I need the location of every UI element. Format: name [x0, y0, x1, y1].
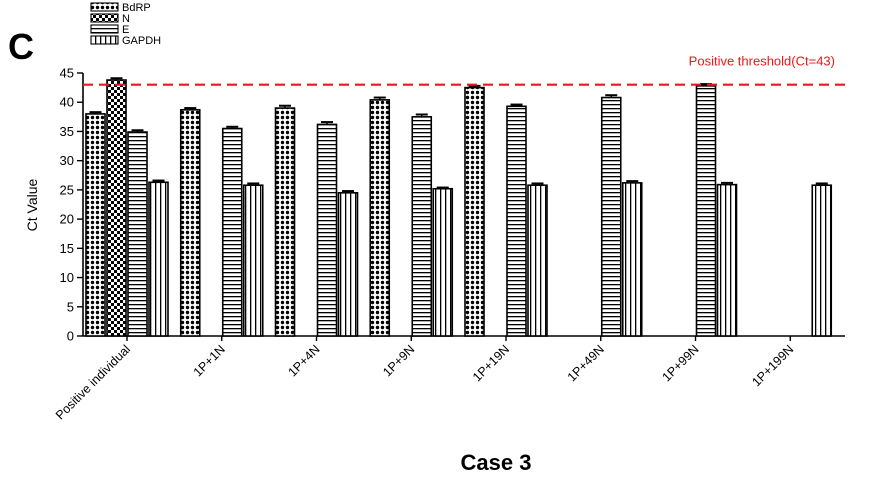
- y-tick-label: 25: [60, 182, 74, 197]
- bar-e-1: [221, 127, 243, 337]
- legend-swatch-bdrp: [90, 2, 119, 12]
- x-tick-label: 1P+199N: [749, 342, 796, 389]
- y-tick-label: 10: [60, 270, 74, 285]
- bar-e-3: [411, 116, 433, 337]
- y-tick-label: 5: [67, 299, 74, 314]
- x-tick-label: 1P+99N: [660, 342, 702, 384]
- bar-gapdh-3: [432, 187, 454, 337]
- legend-swatch-n: [90, 13, 119, 23]
- figure-caption: Case 3: [461, 450, 532, 475]
- bar-bdrp-4: [464, 86, 485, 337]
- legend-label-gapdh: GAPDH: [122, 35, 161, 47]
- y-tick-label: 35: [60, 124, 74, 139]
- bar-e-4: [506, 105, 527, 337]
- bar-gapdh-5: [621, 182, 643, 337]
- bar-gapdh-2: [337, 192, 359, 337]
- legend-swatch-gapdh: [90, 35, 119, 45]
- bar-gapdh-7: [811, 184, 833, 337]
- y-tick-label: 15: [60, 241, 74, 256]
- legend-label-e: E: [122, 24, 129, 36]
- y-tick-label: 0: [67, 329, 74, 344]
- bar-e-6: [695, 85, 717, 337]
- bar-e-2: [316, 123, 338, 337]
- bar-n-0: [106, 79, 127, 337]
- bar-gapdh-0: [148, 181, 169, 337]
- legend-label-n: N: [122, 13, 130, 25]
- panel-label: C: [8, 26, 34, 67]
- y-axis: 0 5 10 15 20 25 30 35 40 45: [60, 66, 84, 344]
- x-tick-label: 1P+19N: [470, 342, 512, 384]
- bar-bdrp-3: [369, 99, 391, 337]
- bar-series-group: [85, 77, 833, 337]
- bar-bdrp-2: [274, 107, 296, 337]
- x-tick-label: 1P+49N: [565, 342, 607, 384]
- threshold-group: Positive threshold(Ct=43): [83, 54, 847, 86]
- bar-gapdh-4: [527, 184, 548, 337]
- bar-gapdh-1: [242, 184, 264, 337]
- bar-bdrp-1: [179, 109, 201, 337]
- legend-swatch-e: [90, 24, 119, 34]
- y-tick-label: 40: [60, 95, 74, 110]
- y-axis-title: Ct Value: [24, 178, 40, 231]
- x-axis: Positive individual 1P+1N 1P+4N 1P+9N 1P+19N…: [53, 335, 845, 422]
- x-tick-label: 1P+9N: [380, 342, 417, 379]
- bar-bdrp-0: [85, 113, 106, 337]
- legend-label-bdrp: BdRP: [122, 2, 151, 14]
- y-tick-label: 45: [60, 66, 74, 81]
- y-tick-label: 20: [60, 212, 74, 227]
- x-tick-label: 1P+1N: [191, 342, 228, 379]
- threshold-label: Positive threshold(Ct=43): [689, 54, 835, 69]
- y-tick-label: 30: [60, 153, 74, 168]
- bar-e-0: [127, 131, 148, 337]
- x-tick-label: 1P+4N: [285, 342, 322, 379]
- bar-gapdh-6: [716, 183, 738, 337]
- bar-e-5: [600, 96, 622, 337]
- x-tick-label: Positive individual: [53, 342, 133, 422]
